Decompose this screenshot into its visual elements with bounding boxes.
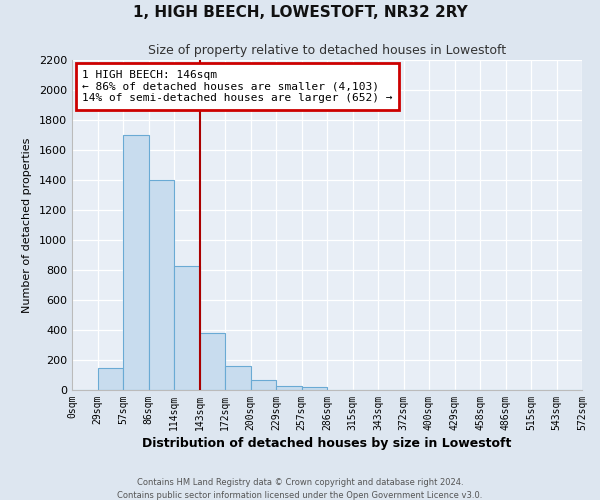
Bar [251, 380, 276, 390]
Text: 1, HIGH BEECH, LOWESTOFT, NR32 2RY: 1, HIGH BEECH, LOWESTOFT, NR32 2RY [133, 5, 467, 20]
Bar [225, 366, 251, 390]
X-axis label: Distribution of detached houses by size in Lowestoft: Distribution of detached houses by size … [142, 437, 512, 450]
Bar [174, 266, 199, 390]
Text: 1 HIGH BEECH: 146sqm
← 86% of detached houses are smaller (4,103)
14% of semi-de: 1 HIGH BEECH: 146sqm ← 86% of detached h… [82, 70, 392, 103]
Bar [302, 387, 327, 390]
Bar [199, 333, 225, 390]
Text: Contains HM Land Registry data © Crown copyright and database right 2024.
Contai: Contains HM Land Registry data © Crown c… [118, 478, 482, 500]
Y-axis label: Number of detached properties: Number of detached properties [22, 138, 32, 312]
Bar [276, 386, 302, 390]
Title: Size of property relative to detached houses in Lowestoft: Size of property relative to detached ho… [148, 44, 506, 58]
Bar [123, 135, 149, 390]
Bar [97, 368, 123, 390]
Bar [149, 180, 174, 390]
